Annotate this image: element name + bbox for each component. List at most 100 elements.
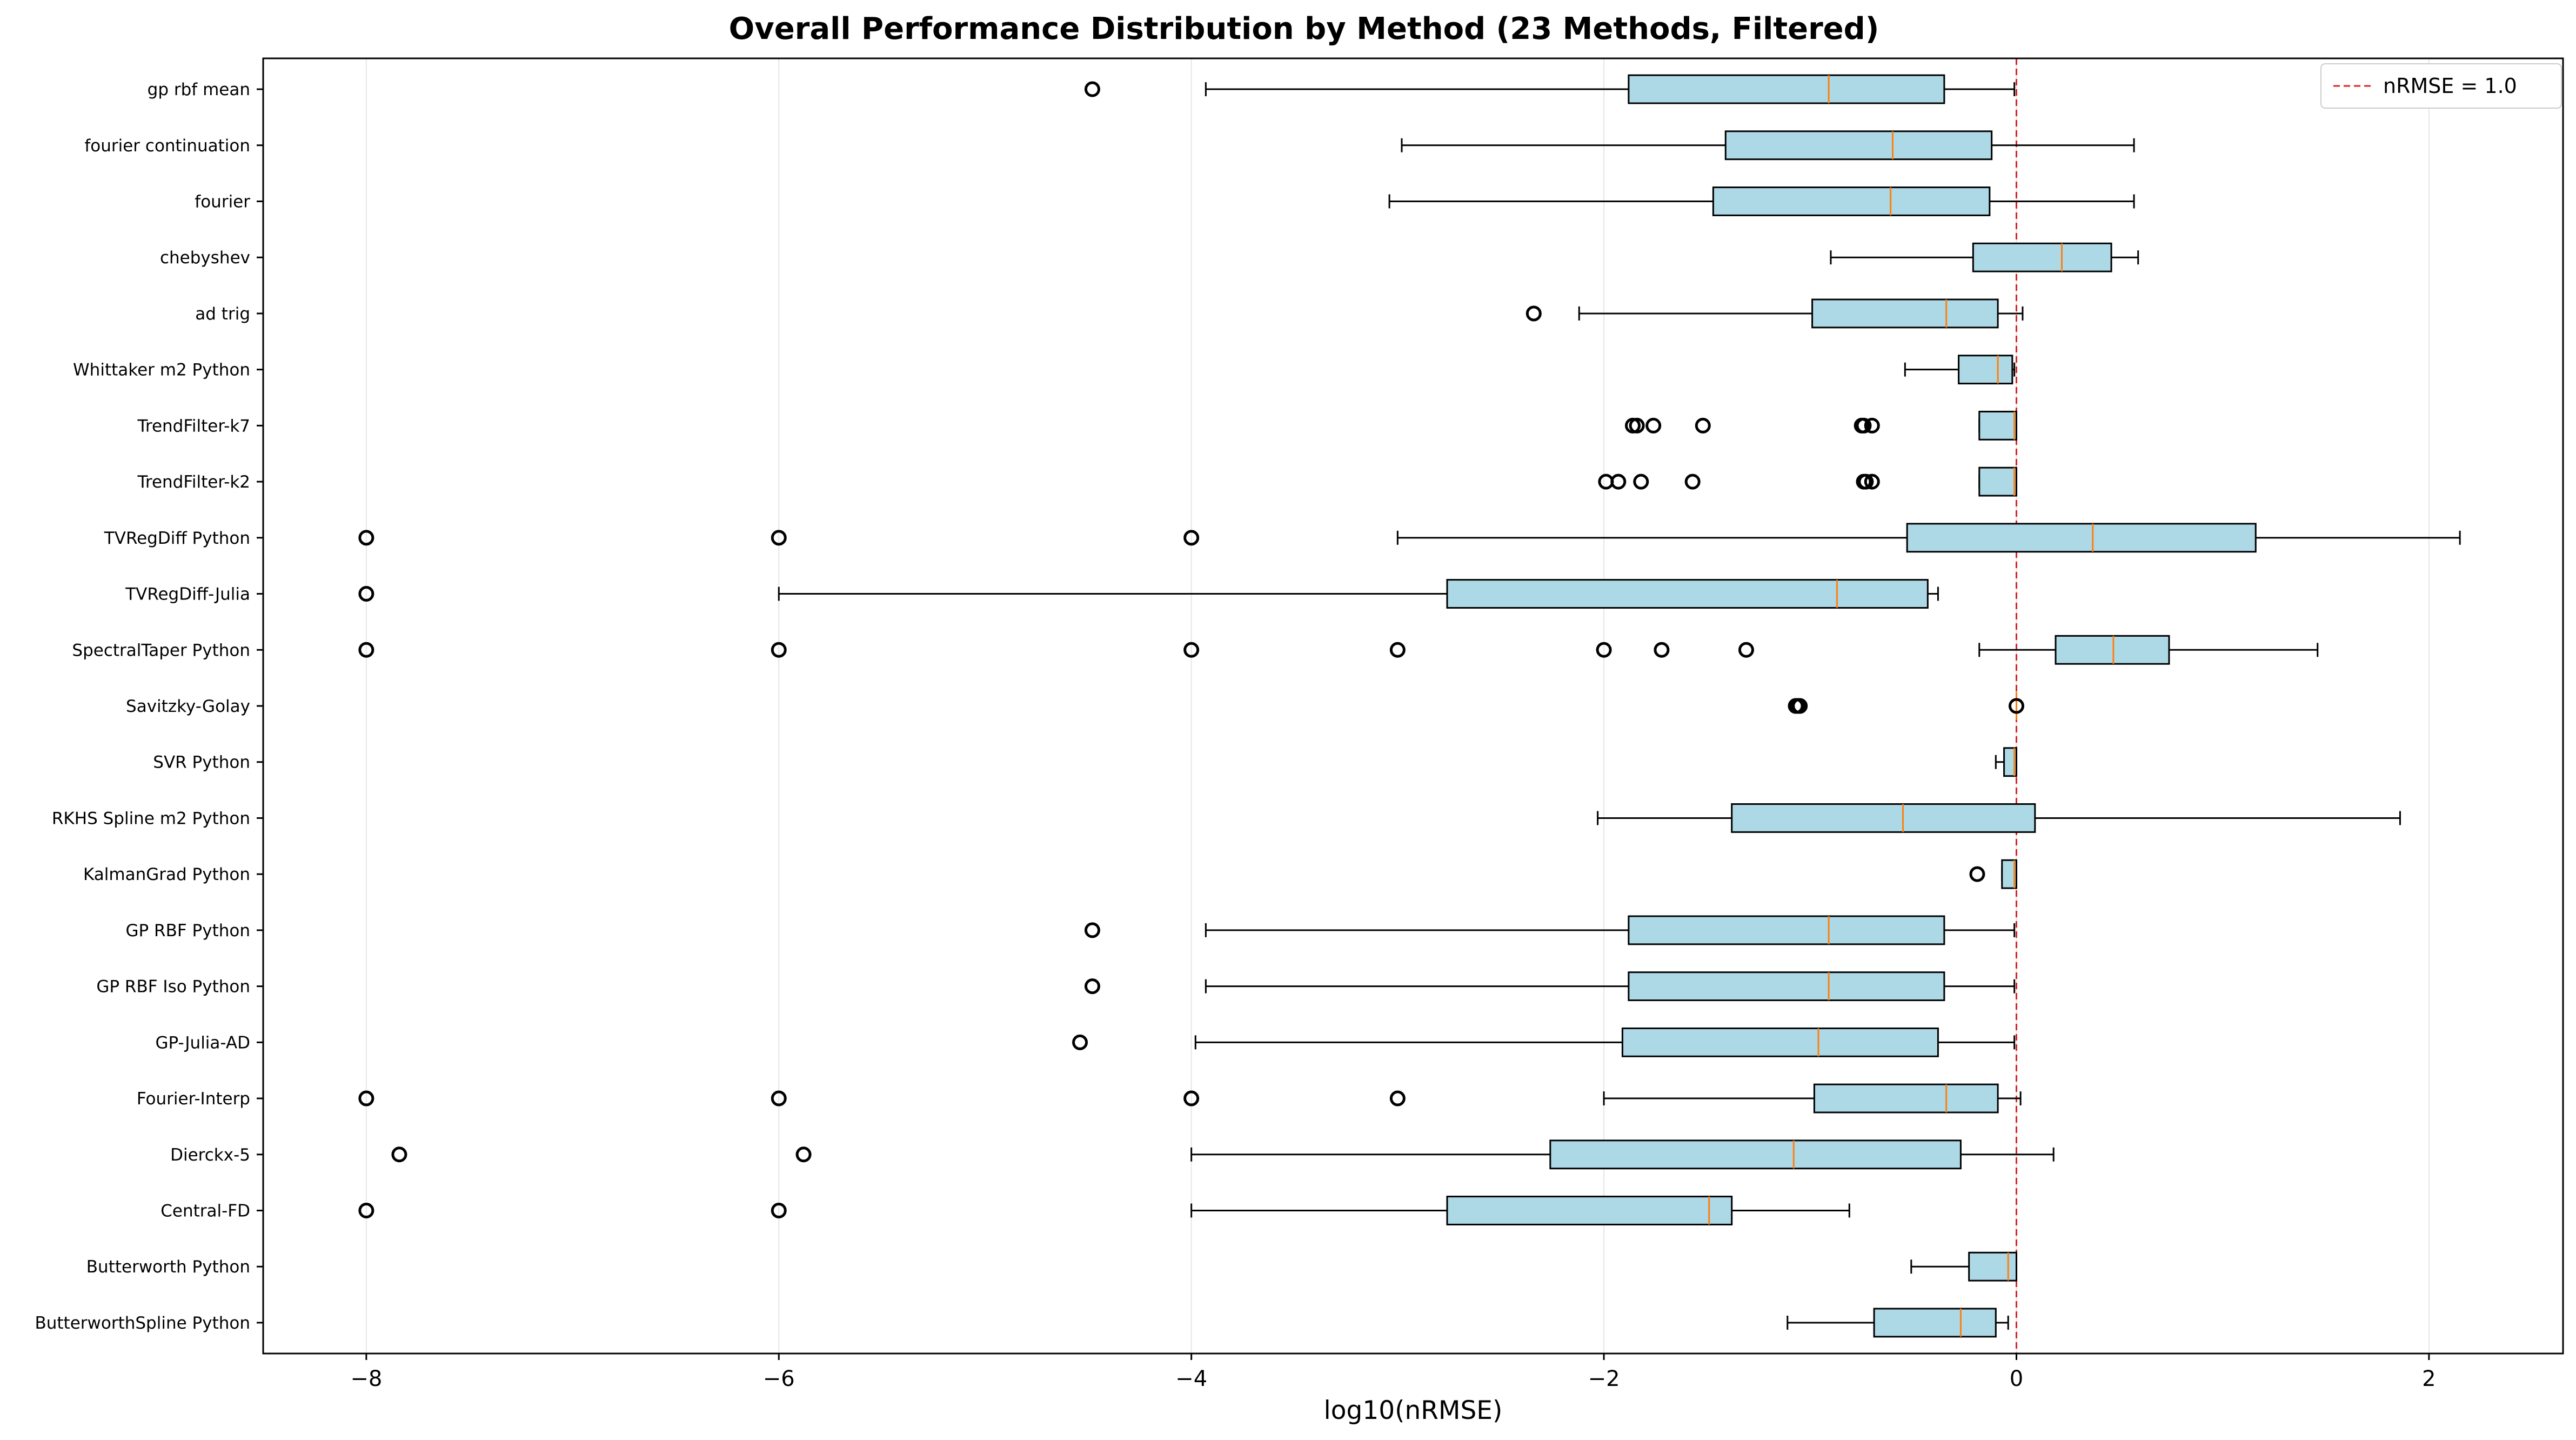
iqr-box [1628,915,1945,945]
y-tick-label-tvregdiff-python: TVRegDiff Python [104,529,250,548]
y-tick-label-fourier: fourier [195,192,250,211]
box-trendfilter-k7 [1625,410,2017,441]
box-rkhs-spline-m2-python [1597,803,2401,833]
y-tick-label-butterworthspline-python: ButterworthSpline Python [35,1314,250,1333]
outlier-point [1525,305,1542,322]
iqr-box [1968,1251,2017,1282]
y-tick-label-trendfilter-k2: TrendFilter-k2 [137,472,251,492]
outlier-point [391,1146,407,1163]
y-axis-ticks: gp rbf mean fourier continuation fourier ch… [35,80,263,1333]
y-tick-label-central-fd: Central-FD [160,1202,250,1221]
box-central-fd [358,1196,1850,1225]
y-tick-label-dierckx-5: Dierckx-5 [170,1145,250,1165]
box-tvregdiff-python [358,523,2461,553]
outlier-point [1792,698,1808,714]
box-butterworth-python [1910,1251,2017,1282]
outlier-point [771,642,787,658]
y-tick-label-svr-python: SVR Python [153,753,250,772]
outlier-point [358,1090,374,1106]
iqr-box [1813,1083,1999,1114]
iqr-box [1549,1139,1962,1170]
box-savitzky-golay [1788,692,2024,720]
x-tick-label: −8 [350,1366,382,1391]
outlier-point [1738,642,1754,658]
y-tick-label-gp-rbf-python: GP RBF Python [125,921,250,941]
box-ad-trig [1525,298,2024,329]
outlier-point [1864,417,1880,434]
y-tick-label-savitzky-golay: Savitzky-Golay [126,697,250,716]
x-tick-label: 2 [2422,1366,2436,1391]
outlier-point [1596,642,1612,658]
iqr-box [2055,635,2170,665]
iqr-box [1628,74,1945,104]
outlier-point [1389,642,1406,658]
outlier-point [1645,417,1662,434]
y-tick-label-trendfilter-k7: TrendFilter-k7 [137,416,251,436]
box-butterworthspline-python [1787,1308,2009,1338]
outlier-point [771,530,787,546]
y-tick-label-gp-rbf-iso-python: GP RBF Iso Python [96,977,250,997]
outlier-point [358,530,374,546]
outlier-point [1389,1090,1406,1106]
box-kalmangrad-python [1969,859,2017,889]
outlier-point [1695,417,1711,434]
outlier-point [1183,1090,1200,1106]
iqr-box [1621,1027,1939,1057]
iqr-box [1628,971,1945,1002]
x-tick-label: −4 [1175,1366,1207,1391]
iqr-box [1906,523,2257,553]
outlier-point [1072,1034,1088,1050]
y-tick-label-fourier-continuation: fourier continuation [84,136,250,156]
box-fourier-interp [358,1083,2022,1114]
outlier-point [358,586,374,602]
box-whittaker-m2-python [1904,355,2016,385]
y-tick-label-ad-trig: ad trig [195,304,250,324]
iqr-box [1712,186,1991,216]
outlier-point [1856,417,1872,434]
outlier-point [1858,474,1874,490]
outlier-point [1183,530,1200,546]
box-svr-python [1995,747,2017,777]
iqr-box [1811,298,1999,329]
y-tick-label-gp-rbf-mean: gp rbf mean [148,80,250,99]
outlier-point [358,1203,374,1219]
outlier-point [1183,642,1200,658]
iqr-box [1724,130,1993,161]
boxes-layer [358,74,2461,1338]
outlier-point [1864,474,1880,490]
outlier-point [1969,866,1985,882]
chart-title: Overall Performance Distribution by Meth… [729,11,1879,46]
iqr-box [1958,355,2013,385]
box-tvregdiff-julia [358,579,1939,609]
y-tick-label-tvregdiff-julia: TVRegDiff-Julia [125,585,250,604]
y-tick-label-fourier-interp: Fourier-Interp [137,1089,250,1109]
y-tick-label-gp-julia-ad: GP-Julia-AD [155,1033,250,1052]
outlier-point [2008,698,2024,714]
box-gp-julia-ad [1072,1027,2016,1057]
box-fourier-continuation [1401,130,2135,161]
outlier-point [1654,642,1670,658]
box-chebyshev [1830,242,2139,272]
y-tick-label-spectraltaper-python: SpectralTaper Python [72,641,250,660]
outlier-point [358,642,374,658]
outlier-point [1684,474,1701,490]
box-dierckx-5 [391,1139,2055,1170]
outlier-point [1084,922,1100,938]
outlier-point [1633,474,1649,490]
outlier-point [1610,474,1627,490]
iqr-box [1978,466,2017,497]
box-spectraltaper-python [358,635,2319,665]
x-tick-label: −2 [1588,1366,1620,1391]
outlier-point [795,1146,812,1163]
y-tick-label-kalmangrad-python: KalmanGrad Python [83,865,250,884]
x-tick-label: 0 [2010,1366,2023,1391]
y-tick-label-chebyshev: chebyshev [160,248,250,268]
outlier-point [1084,978,1100,995]
iqr-box [1873,1308,1997,1338]
x-axis-label: log10(nRMSE) [1324,1396,1503,1425]
box-gp-rbf-python [1084,915,2016,945]
box-fourier [1388,186,2135,216]
iqr-box [1446,1196,1733,1225]
